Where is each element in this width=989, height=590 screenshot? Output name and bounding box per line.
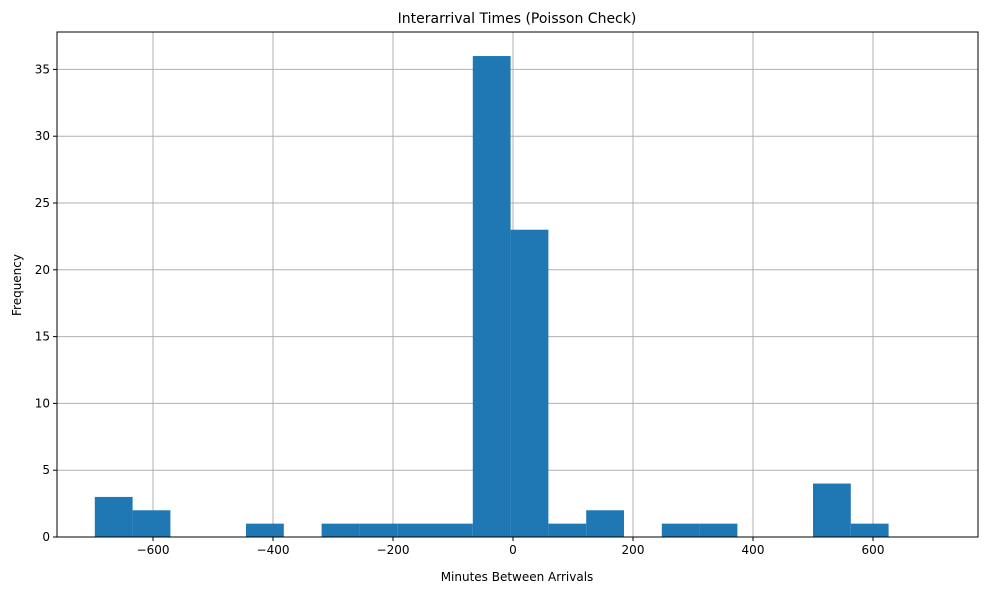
x-tick-label: 600: [862, 543, 885, 557]
histogram-bar: [246, 523, 284, 537]
x-tick-label: −200: [377, 543, 410, 557]
y-tick-label: 30: [35, 129, 50, 143]
x-axis-ticks: −600 −400 −200 0 200 400 600: [137, 537, 885, 557]
x-axis-label: Minutes Between Arrivals: [441, 570, 594, 584]
x-tick-label: −400: [257, 543, 290, 557]
chart-title: Interarrival Times (Poisson Check): [398, 11, 637, 27]
histogram-bar: [699, 523, 738, 537]
y-tick-label: 25: [35, 196, 50, 210]
histogram-bar: [94, 496, 133, 537]
y-tick-label: 20: [35, 263, 50, 277]
histogram-bar: [586, 510, 624, 537]
y-tick-label: 5: [42, 463, 50, 477]
histogram-bar: [397, 523, 435, 537]
histogram-bar: [321, 523, 360, 537]
histogram-bar: [472, 56, 511, 538]
x-tick-label: 0: [509, 543, 517, 557]
histogram-bar: [359, 523, 398, 537]
plot-frame: [56, 31, 979, 538]
x-tick-label: −600: [137, 543, 170, 557]
histogram-bar: [510, 229, 549, 538]
histogram-bar: [813, 483, 851, 537]
y-tick-label: 0: [42, 530, 50, 544]
histogram-bars: [94, 56, 889, 538]
y-tick-label: 35: [35, 62, 50, 76]
x-tick-label: 400: [742, 543, 765, 557]
x-tick-label: 200: [622, 543, 645, 557]
y-tick-label: 15: [35, 330, 50, 344]
histogram-bar: [435, 523, 473, 537]
histogram-bar: [661, 523, 700, 537]
histogram-bar: [850, 523, 889, 537]
histogram-bar: [132, 510, 171, 537]
y-axis-label: Frequency: [10, 254, 24, 316]
y-axis-ticks: 0 5 10 15 20 25 30 35: [35, 62, 57, 544]
histogram-bar: [548, 523, 587, 537]
y-tick-label: 10: [35, 396, 50, 410]
